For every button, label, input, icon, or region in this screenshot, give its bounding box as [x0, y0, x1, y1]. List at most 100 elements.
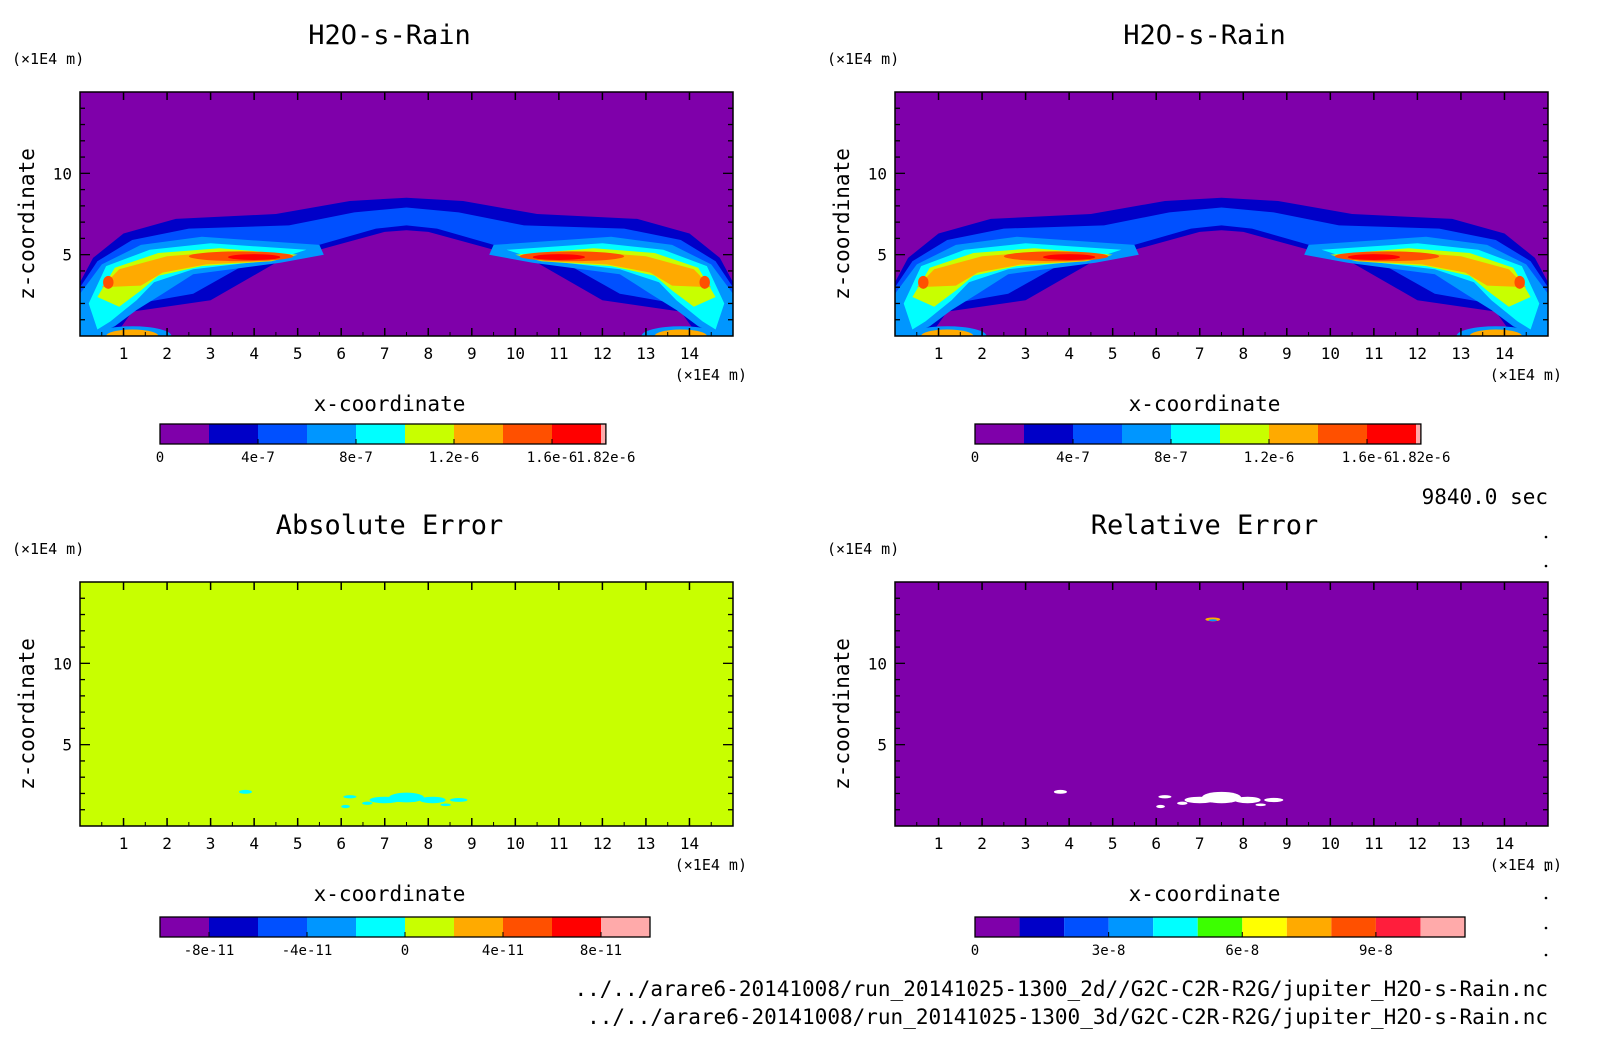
- x-tick-label: 10: [506, 834, 525, 853]
- y-unit-label: (×1E4 m): [12, 50, 84, 68]
- chart-panel-4: Relative Error (×1E4 m) (×1E4 m) x-coordina…: [827, 510, 1562, 959]
- y-tick-label: 5: [877, 736, 887, 755]
- x-tick-label: 10: [1321, 344, 1340, 363]
- colorbar-tick-label: 8e-11: [580, 943, 622, 959]
- x-tick-label: 7: [380, 344, 390, 363]
- colorbar-tick-label: 1.6e-6: [1342, 450, 1393, 466]
- x-tick-label: 8: [423, 344, 433, 363]
- y-axis-label: z-coordinate: [830, 148, 854, 300]
- colorbar-tick-label: 0: [971, 943, 979, 959]
- relerr-undefined-patch: [1234, 796, 1261, 804]
- x-tick-label: 14: [680, 834, 699, 853]
- colorbar-frame: [974, 916, 1466, 938]
- decor-dot: [1544, 953, 1548, 957]
- colorbar-swatch: [1416, 424, 1421, 444]
- x-tick-label: 7: [1195, 344, 1205, 363]
- x-tick-label: 7: [1195, 834, 1205, 853]
- x-tick-label: 3: [206, 834, 216, 853]
- x-tick-label: 6: [336, 834, 346, 853]
- colorbar-swatch: [601, 424, 606, 444]
- colorbar-tick-label: 0: [971, 450, 979, 466]
- plot-field: [895, 92, 1548, 336]
- rain-max-left: [228, 254, 281, 261]
- colorbar-swatch: [405, 424, 454, 444]
- error-patch: [419, 796, 446, 804]
- colorbar-swatch: [258, 917, 307, 937]
- colorbar-swatch: [454, 424, 503, 444]
- x-unit-label: (×1E4 m): [675, 856, 747, 874]
- x-tick-label: 12: [1408, 834, 1427, 853]
- field-background: [895, 582, 1548, 826]
- chart-panel-3: Absolute Error (×1E4 m) (×1E4 m) x-coordina…: [12, 510, 747, 959]
- chart-title: H2O-s-Rain: [1123, 20, 1286, 51]
- rain-contour-blue: [80, 207, 733, 336]
- x-tick-label: 11: [549, 344, 568, 363]
- x-tick-label: 14: [680, 344, 699, 363]
- colorbar-swatch: [1286, 917, 1332, 937]
- x-tick-label: 2: [162, 834, 172, 853]
- colorbar-swatch: [209, 424, 258, 444]
- relerr-undefined-patch: [1255, 803, 1266, 807]
- x-tick-label: 13: [636, 344, 655, 363]
- decor-dot: [1544, 896, 1548, 900]
- x-tick-label: 11: [1364, 834, 1383, 853]
- rain-max-right: [532, 254, 585, 261]
- x-tick-label: 10: [506, 344, 525, 363]
- colorbar-swatch: [1367, 424, 1416, 444]
- rain-max-right: [1347, 254, 1400, 261]
- colorbar-swatch: [1375, 917, 1421, 937]
- x-tick-label: 6: [336, 344, 346, 363]
- x-axis-label: x-coordinate: [314, 882, 466, 906]
- x-axis-label: x-coordinate: [1129, 392, 1281, 416]
- y-tick-label: 10: [53, 654, 72, 673]
- file-path-label: ../../arare6-20141008/run_20141025-1300_…: [587, 1005, 1548, 1029]
- x-tick-label: 5: [1108, 834, 1118, 853]
- colorbar-swatch: [1024, 424, 1073, 444]
- colorbar-tick-label: 1.6e-6: [527, 450, 578, 466]
- decor-dot: [1544, 535, 1548, 539]
- colorbar-tick-label: 8e-7: [339, 450, 373, 466]
- chart-title: H2O-s-Rain: [308, 20, 471, 51]
- plot-field: [80, 92, 733, 336]
- x-axis-label: x-coordinate: [314, 392, 466, 416]
- colorbar-swatch: [1269, 424, 1318, 444]
- x-tick-label: 11: [1364, 344, 1383, 363]
- colorbar-swatch: [1197, 917, 1243, 937]
- x-tick-label: 14: [1495, 834, 1514, 853]
- colorbar-tick-label: 4e-11: [482, 943, 524, 959]
- colorbar-swatch: [258, 424, 307, 444]
- x-tick-label: 3: [1021, 344, 1031, 363]
- x-tick-label: 1: [934, 834, 944, 853]
- x-tick-label: 4: [1064, 834, 1074, 853]
- colorbar-frame: [159, 423, 607, 445]
- x-tick-label: 2: [977, 344, 987, 363]
- colorbar-swatch: [160, 424, 209, 444]
- file-path-label: ../../arare6-20141008/run_20141025-1300_…: [574, 977, 1548, 1001]
- x-tick-label: 5: [1108, 344, 1118, 363]
- x-tick-label: 1: [934, 344, 944, 363]
- colorbar-swatch: [307, 424, 356, 444]
- colorbar-swatch: [1073, 424, 1122, 444]
- x-tick-label: 12: [593, 834, 612, 853]
- colorbar-swatch: [1331, 917, 1376, 937]
- error-patch: [389, 792, 424, 803]
- x-tick-label: 14: [1495, 344, 1514, 363]
- x-tick-label: 5: [293, 834, 303, 853]
- x-tick-label: 2: [162, 344, 172, 363]
- x-tick-label: 2: [977, 834, 987, 853]
- x-tick-label: 9: [467, 344, 477, 363]
- error-patch: [450, 798, 468, 802]
- x-tick-label: 13: [636, 834, 655, 853]
- rain-max-left: [1043, 254, 1096, 261]
- x-unit-label: (×1E4 m): [1490, 366, 1562, 384]
- x-unit-label: (×1E4 m): [675, 366, 747, 384]
- y-unit-label: (×1E4 m): [827, 50, 899, 68]
- colorbar-swatch: [1019, 917, 1065, 937]
- error-patch: [343, 795, 357, 799]
- x-tick-label: 8: [1238, 834, 1248, 853]
- colorbar-swatch: [552, 424, 601, 444]
- colorbar-tick-label: 1.2e-6: [1244, 450, 1295, 466]
- colorbar-swatch: [1153, 917, 1198, 937]
- colorbar-swatch: [975, 917, 1020, 937]
- relerr-undefined-patch: [1156, 804, 1165, 809]
